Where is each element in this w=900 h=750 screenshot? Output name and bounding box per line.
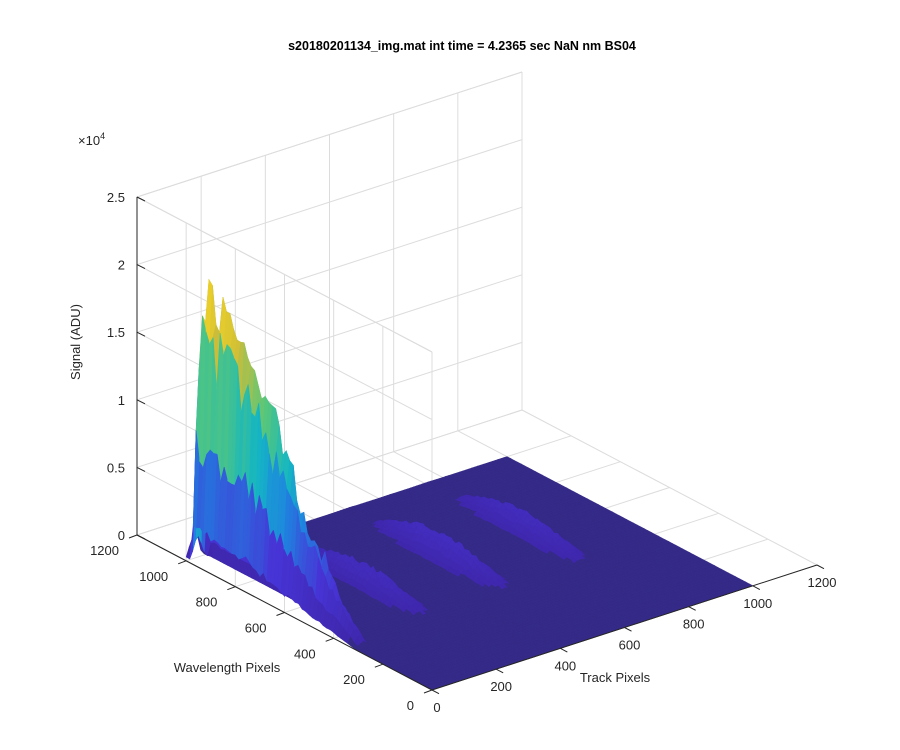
grid-top-edge-0 xyxy=(136,196,433,353)
surface-layer xyxy=(185,278,754,691)
grid-line-floor-x-6 xyxy=(521,409,818,566)
grid-top-edge-1 xyxy=(136,71,523,198)
